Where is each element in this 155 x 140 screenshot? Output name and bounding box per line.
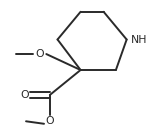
Text: O: O [35,49,44,59]
Text: O: O [46,116,54,126]
Text: O: O [20,90,29,100]
Text: NH: NH [131,34,147,45]
